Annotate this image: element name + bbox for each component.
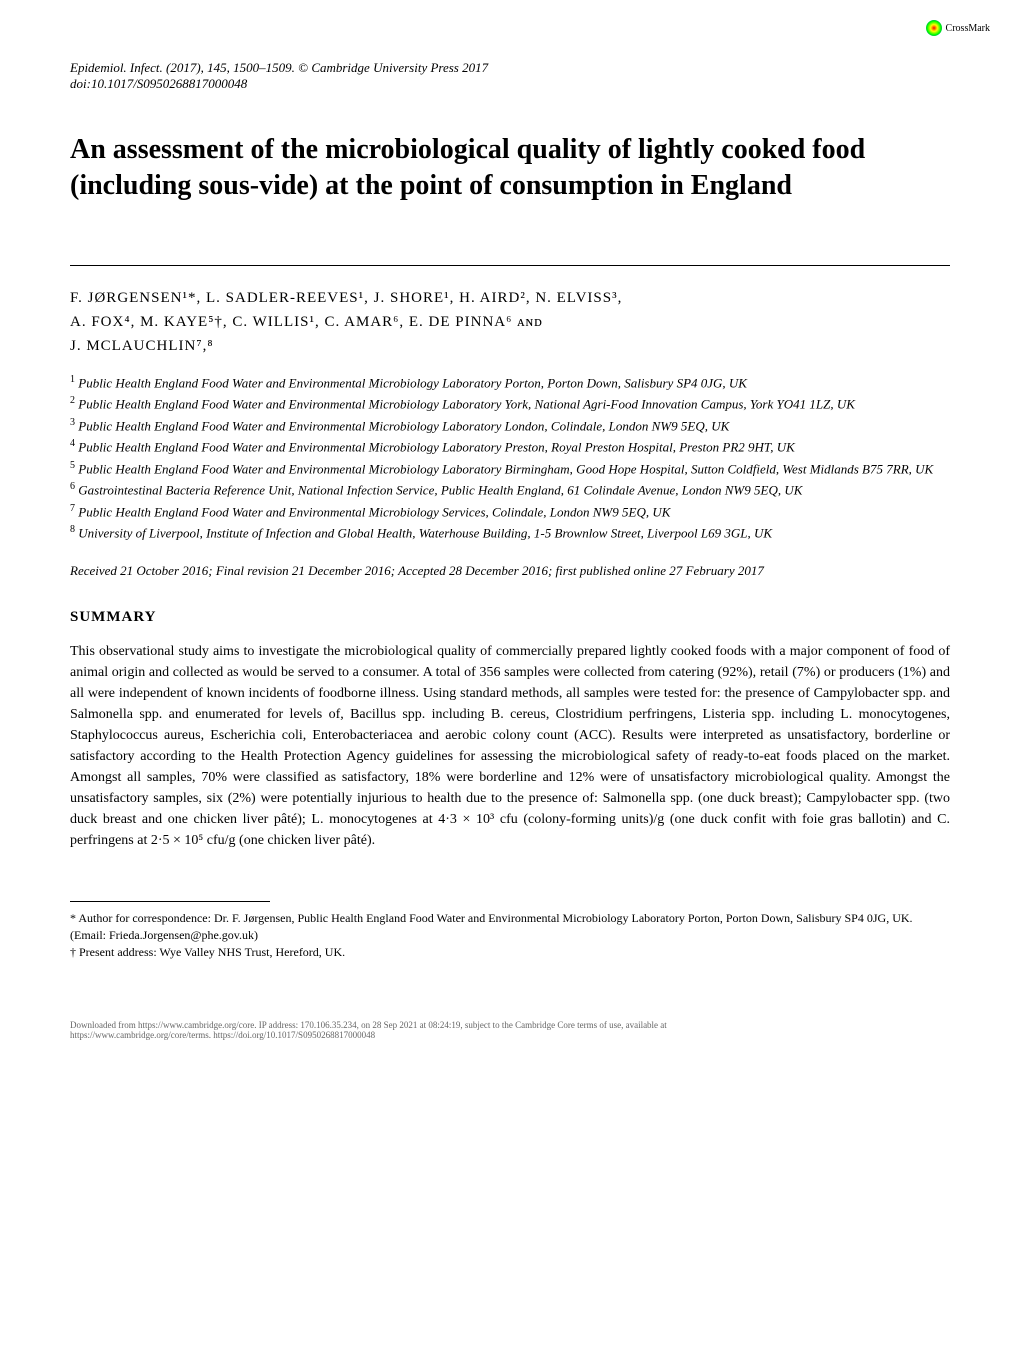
doi: doi:10.1017/S0950268817000048	[70, 76, 247, 91]
affiliation: 2 Public Health England Food Water and E…	[70, 394, 950, 414]
affiliation: 1 Public Health England Food Water and E…	[70, 373, 950, 393]
affiliation-num: 6	[70, 481, 75, 492]
footnote-correspondence: * Author for correspondence: Dr. F. Jørg…	[70, 910, 950, 927]
affiliation-num: 8	[70, 524, 75, 535]
authors-block: F. JØRGENSEN¹*, L. SADLER-REEVES¹, J. SH…	[70, 286, 950, 358]
affiliation-num: 4	[70, 438, 75, 449]
affiliation: 6 Gastrointestinal Bacteria Reference Un…	[70, 480, 950, 500]
affiliation-text: University of Liverpool, Institute of In…	[78, 526, 772, 541]
download-line: Downloaded from https://www.cambridge.or…	[70, 1020, 950, 1030]
footnote-email: (Email: Frieda.Jorgensen@phe.gov.uk)	[70, 927, 950, 944]
footnote-present-address: † Present address: Wye Valley NHS Trust,…	[70, 944, 950, 961]
journal-citation: Epidemiol. Infect. (2017), 145, 1500–150…	[70, 60, 488, 75]
affiliation-text: Public Health England Food Water and Env…	[78, 504, 670, 519]
affiliation-text: Public Health England Food Water and Env…	[78, 440, 795, 455]
separator	[70, 265, 950, 266]
affiliation-text: Gastrointestinal Bacteria Reference Unit…	[78, 483, 802, 498]
crossmark-label: CrossMark	[946, 23, 990, 34]
affiliation: 7 Public Health England Food Water and E…	[70, 502, 950, 522]
summary-heading: SUMMARY	[70, 609, 950, 626]
article-title: An assessment of the microbiological qua…	[70, 132, 950, 205]
authors-line: F. JØRGENSEN¹*, L. SADLER-REEVES¹, J. SH…	[70, 286, 950, 310]
affiliation-num: 1	[70, 374, 75, 385]
download-line: https://www.cambridge.org/core/terms. ht…	[70, 1030, 950, 1040]
affiliation-num: 3	[70, 417, 75, 428]
affiliations-block: 1 Public Health England Food Water and E…	[70, 373, 950, 543]
affiliation-text: Public Health England Food Water and Env…	[78, 375, 747, 390]
received-dates: Received 21 October 2016; Final revision…	[70, 563, 950, 579]
affiliation-text: Public Health England Food Water and Env…	[78, 461, 933, 476]
affiliation-num: 5	[70, 460, 75, 471]
affiliation: 3 Public Health England Food Water and E…	[70, 416, 950, 436]
journal-header: Epidemiol. Infect. (2017), 145, 1500–150…	[70, 60, 950, 92]
affiliation-text: Public Health England Food Water and Env…	[78, 397, 855, 412]
affiliation-num: 2	[70, 395, 75, 406]
authors-line: A. FOX⁴, M. KAYE⁵†, C. WILLIS¹, C. AMAR⁶…	[70, 310, 950, 334]
affiliation: 5 Public Health England Food Water and E…	[70, 459, 950, 479]
affiliation: 4 Public Health England Food Water and E…	[70, 437, 950, 457]
affiliation: 8 University of Liverpool, Institute of …	[70, 523, 950, 543]
affiliation-text: Public Health England Food Water and Env…	[78, 418, 729, 433]
crossmark-icon	[926, 20, 942, 36]
crossmark-badge: CrossMark	[926, 20, 990, 36]
affiliation-num: 7	[70, 503, 75, 514]
download-footer: Downloaded from https://www.cambridge.or…	[70, 1020, 950, 1040]
footnote-separator	[70, 901, 270, 902]
footnotes-block: * Author for correspondence: Dr. F. Jørg…	[70, 910, 950, 960]
summary-text: This observational study aims to investi…	[70, 641, 950, 851]
authors-line: J. MCLAUCHLIN⁷,⁸	[70, 334, 950, 358]
